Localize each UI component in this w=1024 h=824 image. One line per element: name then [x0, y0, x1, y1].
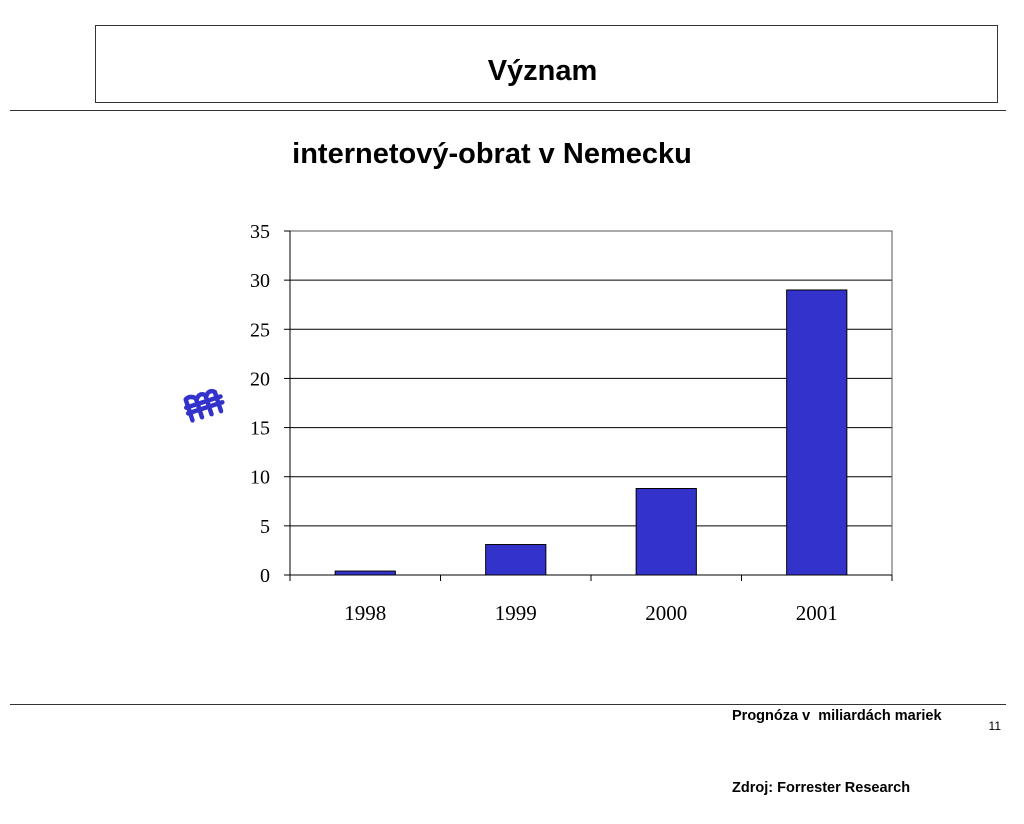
y-tick-label: 0 [260, 565, 270, 587]
chart-title: internetový-obrat v Nemecku [292, 138, 692, 170]
bar-2000 [635, 488, 697, 576]
x-tick-label: 2001 [796, 601, 838, 625]
deutsche-mark-glyph [183, 388, 225, 423]
bar-2001 [786, 289, 848, 576]
y-tick-label: 10 [250, 467, 270, 489]
bottom-divider [10, 704, 1006, 705]
y-tick-label: 25 [250, 319, 270, 341]
y-tick-label: 30 [250, 270, 270, 292]
forecast-note: Prognóza v miliardách mariek [732, 708, 942, 724]
y-tick-label: 5 [260, 516, 270, 538]
deutsche-mark-icon [183, 388, 225, 423]
x-tick-label: 1999 [495, 601, 537, 625]
top-divider [10, 110, 1006, 111]
bar-1999 [485, 544, 547, 576]
y-tick-label: 20 [250, 368, 270, 390]
bar-chart: 0 5 10 15 20 25 30 35 1998 1999 2000 2001 [250, 221, 893, 625]
x-tick-label: 1998 [344, 601, 386, 625]
chart-notes: Prognóza v miliardách mariek Zdroj: Forr… [732, 656, 942, 824]
y-tick-label: 35 [250, 221, 270, 243]
bar-1998 [334, 570, 396, 576]
y-tick-label: 15 [250, 418, 270, 440]
page-number: 11 [988, 719, 1001, 733]
source-note: Zdroj: Forrester Research [732, 780, 911, 796]
x-tick-label: 2000 [645, 601, 687, 625]
slide-title: Význam [487, 55, 598, 87]
title-box: Význam [95, 25, 998, 103]
